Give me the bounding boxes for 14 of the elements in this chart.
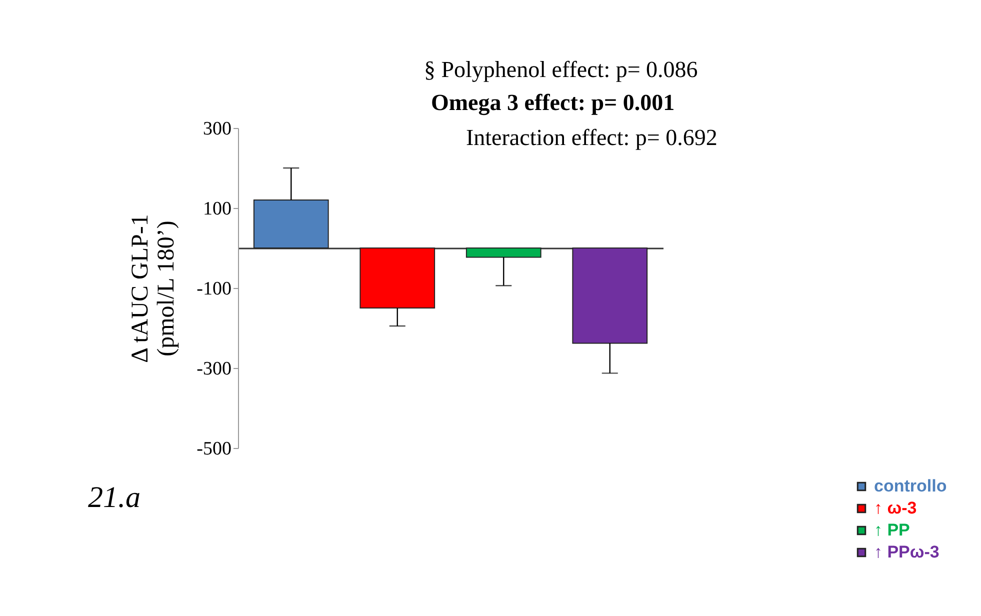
annotation: Interaction effect: p= 0.692 [466, 125, 718, 150]
legend-label: ↑ PPω-3 [874, 542, 940, 562]
y-tick-label: -500 [196, 438, 232, 460]
legend-label: ↑ PP [874, 520, 910, 540]
text: § Polyphenol effect: p= 0.086 [424, 57, 698, 82]
text: 21.a [88, 481, 140, 514]
y-tick-label: 100 [203, 198, 232, 220]
y-tick-label: 300 [203, 118, 232, 140]
legend-label: ↑ ω-3 [874, 498, 917, 518]
y-axis-title: Δ tAUC GLP-1 (pmol/L 180’) [128, 214, 180, 363]
legend-label: controllo [874, 476, 947, 496]
y-tick-label: -300 [196, 358, 232, 380]
y-tick-label: -100 [196, 278, 232, 300]
text: Omega 3 effect: p= 0.001 [431, 90, 675, 116]
